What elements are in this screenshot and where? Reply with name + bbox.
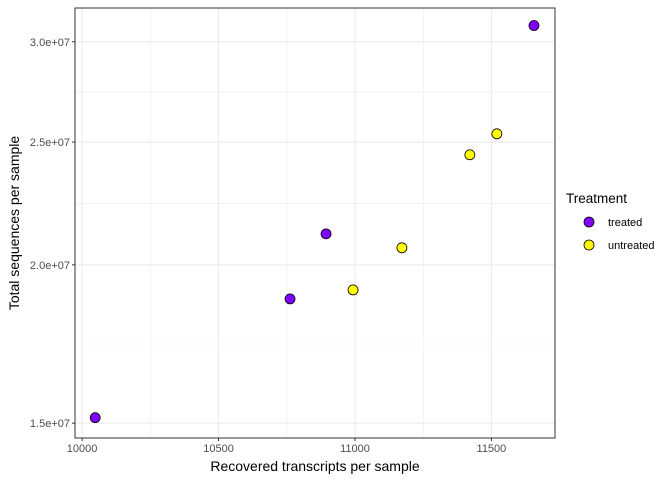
gridlines (75, 8, 555, 438)
x-tick-label: 11000 (340, 443, 370, 455)
legend-label-treated: treated (608, 217, 642, 229)
y-tick-label: 2.0e+07 (30, 260, 70, 272)
point-treated (528, 20, 540, 31)
legend: Treatment treated untreated (566, 191, 654, 252)
legend-label-untreated: untreated (608, 240, 654, 252)
legend-title: Treatment (566, 191, 627, 206)
point-treated (89, 412, 101, 424)
data-points (89, 20, 540, 424)
y-axis-title: Total sequences per sample (6, 136, 22, 311)
y-tick-label: 3.0e+07 (30, 37, 70, 49)
x-axis-title: Recovered transcripts per sample (210, 458, 420, 474)
plot-panel (75, 8, 555, 438)
x-tick-label: 11500 (477, 443, 507, 455)
point-untreated (396, 242, 408, 254)
point-treated (284, 293, 296, 305)
x-tick-label: 10500 (203, 443, 234, 455)
panel-border (74, 7, 556, 439)
x-tick-label: 10000 (67, 443, 98, 455)
y-tick-label: 1.5e+07 (30, 418, 70, 430)
legend-key-treated (583, 216, 595, 228)
y-tick-label: 2.5e+07 (30, 137, 70, 149)
point-untreated (491, 128, 503, 140)
y-axis-ticks: 1.5e+07 2.0e+07 2.5e+07 3.0e+07 (30, 37, 75, 430)
point-untreated (464, 149, 476, 161)
x-axis-ticks: 10000 10500 11000 11500 (67, 438, 507, 455)
point-untreated (347, 284, 359, 296)
point-treated (320, 228, 332, 240)
legend-key-untreated (583, 239, 595, 251)
